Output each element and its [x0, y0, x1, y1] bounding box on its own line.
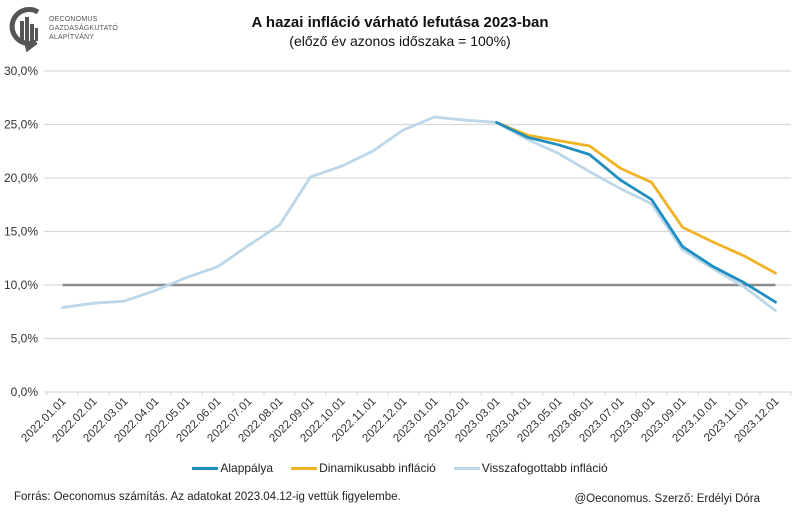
y-tick-label: 10,0% [4, 278, 38, 292]
y-tick-label: 0,0% [11, 385, 39, 399]
logo-line-3: ALAPÍTVÁNY [49, 34, 95, 41]
legend-swatch [453, 466, 480, 470]
logo-line-2: GAZDASÁGKUTATÓ [49, 25, 119, 32]
legend-label: Dinamikusabb infláció [319, 461, 436, 475]
series-line-alappalya [495, 121, 777, 304]
legend: Alappálya Dinamikusabb infláció Visszafogo… [0, 461, 800, 475]
author-note: @Oeconomus. Szerző: Erdélyi Dóra [574, 493, 760, 505]
logo-line-1: OECONOMUS [49, 16, 98, 23]
legend-item: Dinamikusabb infláció [291, 461, 436, 475]
source-note: Forrás: Oeconomus számítás. Az adatokat … [14, 491, 401, 503]
y-tick-label: 15,0% [4, 225, 38, 239]
legend-item: Visszafogottabb infláció [453, 461, 608, 475]
series-layer [61, 115, 777, 313]
logo: OECONOMUS GAZDASÁGKUTATÓ ALAPÍTVÁNY [8, 4, 138, 54]
logo-text: OECONOMUS GAZDASÁGKUTATÓ ALAPÍTVÁNY [49, 15, 118, 42]
legend-label: Alappálya [220, 461, 274, 475]
grid-layer [44, 70, 791, 393]
series-line-dinamikusabb-inflacio [495, 121, 777, 275]
y-tick-label: 5,0% [11, 332, 39, 346]
legend-swatch [291, 466, 318, 470]
legend-swatch [192, 466, 219, 470]
x-axis: 2022.01.012022.02.012022.03.012022.04.01… [19, 392, 792, 445]
y-tick-label: 20,0% [4, 171, 38, 185]
y-tick-label: 30,0% [4, 64, 38, 78]
chart-subtitle: (előző év azonos időszaka = 100%) [289, 33, 511, 49]
y-axis: 0,0% 5,0% 10,0% 15,0% 20,0% 25,0% 30,0% [4, 64, 38, 399]
series-line-visszafogottabb-inflacio [61, 115, 777, 313]
legend-label: Visszafogottabb infláció [481, 461, 608, 475]
chart-title: A hazai infláció várható lefutása 2023-b… [251, 14, 549, 31]
legend-item: Alappálya [192, 461, 273, 475]
oeconomus-logo-icon [9, 6, 40, 53]
y-tick-label: 25,0% [4, 118, 38, 132]
